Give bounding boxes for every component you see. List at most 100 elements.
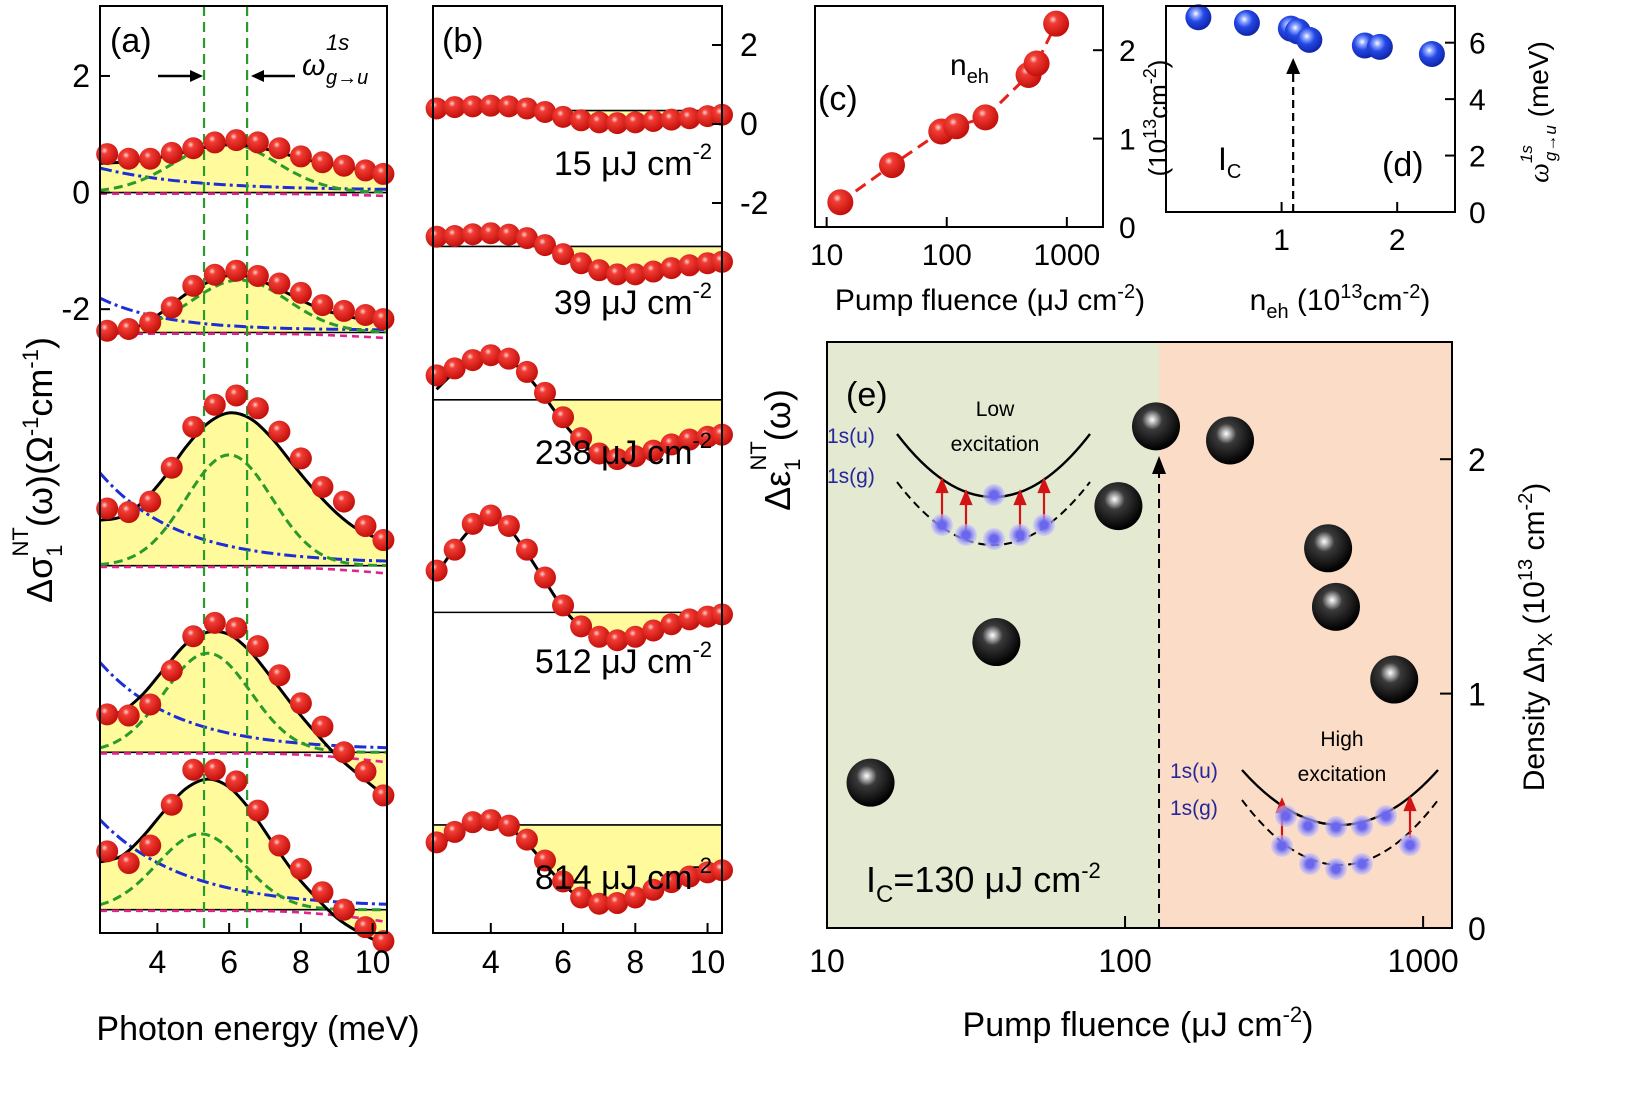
fit-curve-a-5 [99, 777, 388, 948]
data-point-b-2 [479, 222, 502, 245]
data-point-e [1304, 524, 1353, 573]
data-point-a-2 [160, 296, 183, 319]
data-point-b-2 [570, 252, 593, 275]
panel-b-frame [432, 5, 723, 934]
data-point-a-5 [311, 881, 334, 904]
x-axis-label-d: neh (1013cm-2) [1250, 281, 1431, 323]
x-tick-label-d: 2 [1389, 224, 1406, 257]
panel-d-frame [1165, 5, 1456, 213]
high-title-2: excitation [1298, 763, 1387, 786]
low-title-2: excitation [951, 433, 1040, 456]
width-arrows [158, 70, 295, 82]
data-point-a-1 [117, 147, 140, 170]
y-tick-label-d: 4 [1469, 84, 1486, 117]
omega-superscript-a: 1s [326, 30, 349, 55]
svg-text:Density ΔnX (1013 cm-2): Density ΔnX (1013 cm-2) [1515, 483, 1557, 792]
data-point-b-4 [425, 559, 448, 582]
data-point-a-4 [139, 693, 162, 716]
data-point-a-2 [117, 317, 140, 340]
data-point-b-1 [552, 105, 575, 128]
panel-c-label: (c) [818, 80, 858, 118]
panel-c: 10 100 1000 0 1 2 (c) neh Pump fluence (μJ cm… [810, 5, 1173, 317]
data-point-a-2 [225, 259, 248, 282]
data-point-a-2 [96, 319, 119, 342]
svg-text:(1013cm-2): (1013cm-2) [1140, 60, 1173, 177]
data-point-b-1 [497, 95, 520, 118]
data-point-a-2 [182, 274, 205, 297]
data-point-b-4 [660, 613, 683, 636]
data-point-b-4 [678, 608, 701, 631]
data-point-b-3 [570, 427, 593, 450]
data-point-a-1 [372, 162, 395, 185]
y-tick-label-a: -2 [62, 291, 90, 327]
data-point-a-4 [246, 635, 269, 658]
y-tick-label-a: 0 [72, 175, 90, 211]
data-point-a-4 [372, 784, 395, 807]
data-point-c [827, 189, 854, 216]
data-point-b-4 [606, 629, 629, 652]
data-point-b-3 [533, 381, 556, 404]
data-point-b-5 [443, 820, 466, 843]
panel-d-label: (d) [1382, 146, 1424, 184]
data-point-b-3 [479, 344, 502, 367]
data-point-b-2 [678, 254, 701, 277]
data-point-a-5 [160, 793, 183, 816]
x-tick-label-c: 10 [810, 239, 843, 272]
panel-e: Low excitation 1s(u) 1s(g) [809, 341, 1557, 1044]
data-point-a-2 [246, 264, 269, 287]
ic-label-d: IC [1218, 141, 1241, 183]
data-point-b-3 [443, 357, 466, 380]
trend-line-c [839, 23, 1058, 204]
ic-value-label: IC=130 μJ cm-2 [866, 858, 1101, 908]
data-point-b-4 [443, 538, 466, 561]
y-axis-label-b: Δε1NT(ω) [746, 389, 805, 511]
data-point-e [1206, 416, 1255, 465]
data-point-a-3 [160, 456, 183, 479]
data-point-d [1185, 4, 1212, 31]
data-point-b-2 [606, 263, 629, 286]
y-tick-label-c: 0 [1119, 212, 1136, 245]
data-point-b-2 [624, 263, 647, 286]
y-axis-label-d: ω1s g→u (meV) [1517, 41, 1560, 183]
pink-curve-a-3 [100, 565, 388, 575]
data-point-d [1366, 33, 1393, 60]
data-point-e [1131, 402, 1180, 451]
y-axis-label-e: Density ΔnX (1013 cm-2) [1515, 483, 1557, 792]
data-point-b-1 [570, 109, 593, 132]
data-point-b-4 [533, 566, 556, 589]
panel-c-frame [814, 5, 1104, 228]
data-point-b-5 [515, 828, 538, 851]
data-point-a-5 [203, 758, 226, 781]
data-point-b-4 [588, 625, 611, 648]
low-excitation-inset: Low excitation 1s(u) 1s(g) [827, 398, 1091, 550]
data-point-b-3 [606, 448, 629, 471]
fluence-label-b-3: 238 μJ cm-2 [535, 428, 712, 472]
data-point-a-3 [225, 384, 248, 407]
svg-text:Δε1NT(ω): Δε1NT(ω) [746, 389, 805, 511]
low-excitons [931, 484, 1055, 550]
x-tick-label-a: 10 [355, 944, 391, 980]
high-lower-level: 1s(g) [1170, 797, 1218, 820]
threshold-arrow [1152, 456, 1167, 474]
data-point-b-4 [515, 538, 538, 561]
data-point-a-5 [289, 857, 312, 880]
x-tick-label-e: 10 [809, 943, 845, 979]
data-point-a-1 [182, 137, 205, 160]
data-point-b-3 [660, 433, 683, 456]
x-tick-label-c: 100 [922, 239, 972, 272]
data-point-a-2 [311, 294, 334, 317]
data-point-a-3 [246, 397, 269, 420]
fluence-label-b-5: 814 μJ cm-2 [535, 853, 712, 897]
data-point-c [878, 152, 905, 179]
data-point-b-1 [515, 97, 538, 120]
x-tick-label-d: 1 [1273, 224, 1290, 257]
data-point-b-4 [497, 514, 520, 537]
data-point-c [1023, 50, 1050, 77]
fill-band-a-4 [100, 631, 387, 798]
data-point-a-3 [268, 420, 291, 443]
data-point-b-5 [533, 849, 556, 872]
x-tick-label-c: 1000 [1033, 239, 1100, 272]
x-tick-label-b: 4 [482, 944, 500, 980]
y-tick-label-e: 2 [1468, 442, 1486, 478]
data-point-b-3 [461, 349, 484, 372]
